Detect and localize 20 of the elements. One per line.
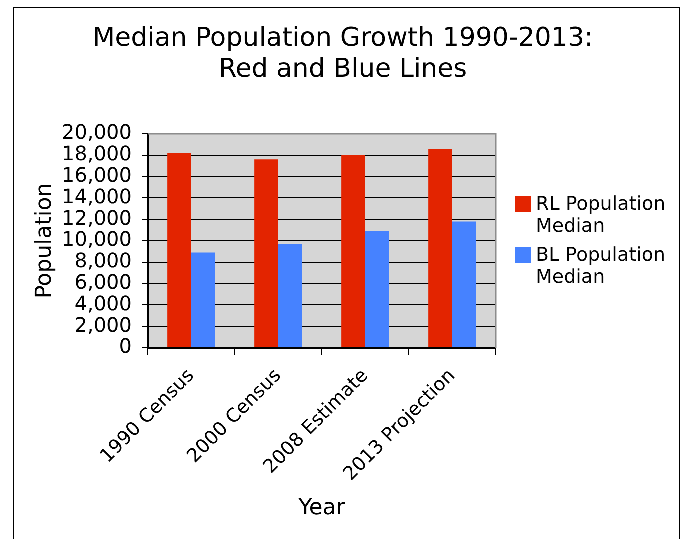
y-tick-label: 2,000 [74, 312, 132, 337]
y-tick-label: 12,000 [62, 206, 132, 230]
legend-label: RL Population Median [536, 193, 666, 237]
chart-title: Median Population Growth 1990-2013: Red and Blue Lines [92, 23, 594, 85]
bar [192, 252, 216, 348]
x-axis-title: Year [298, 496, 346, 521]
bar [342, 155, 366, 348]
bar [366, 231, 390, 348]
y-tick-label: 8,000 [74, 248, 132, 273]
y-axis-title: Population [32, 183, 57, 299]
y-tick-label: 20,000 [62, 120, 132, 144]
bar [452, 222, 476, 348]
bar [254, 160, 278, 348]
bar [168, 153, 192, 348]
legend-label: BL Population Median [536, 244, 666, 288]
y-tick-label: 10,000 [62, 227, 132, 252]
y-tick-label: 0 [119, 334, 132, 358]
y-tick-label: 18,000 [62, 142, 132, 166]
bar [278, 244, 302, 348]
bar [428, 148, 452, 348]
